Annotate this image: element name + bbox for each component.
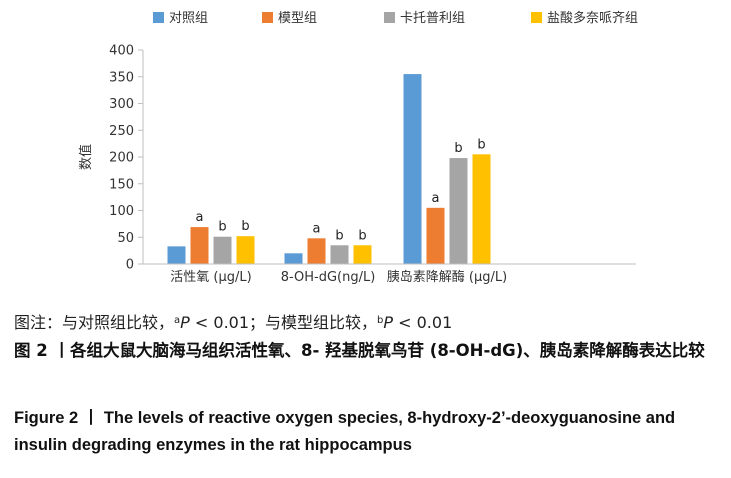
legend: 对照组 模型组 卡托普利组 盐酸多奈哌齐组 xyxy=(153,10,638,26)
bar-label: a xyxy=(432,191,440,206)
note-value-a: < 0.01；与模型组比较， xyxy=(189,313,378,332)
bar-label: b xyxy=(335,228,343,243)
x-axis-categories: 活性氧 (μg/L) 8-OH-dG(ng/L) 胰岛素降解酶 (μg/L) xyxy=(170,269,507,285)
bar xyxy=(426,207,445,264)
note-sup-a: a xyxy=(174,315,181,326)
note-p-b: P xyxy=(383,313,394,332)
y-axis-ticks: 0 50 100 150 200 250 300 350 400 xyxy=(109,44,143,273)
bar xyxy=(472,154,491,264)
bar xyxy=(167,246,186,264)
note-value-b: < 0.01 xyxy=(393,313,453,332)
y-tick-label: 300 xyxy=(109,97,134,112)
bar-label: a xyxy=(313,221,321,236)
y-tick-label: 50 xyxy=(117,231,134,246)
y-tick-label: 100 xyxy=(109,204,134,219)
x-category-label: 活性氧 (μg/L) xyxy=(170,270,251,285)
bar xyxy=(449,158,468,264)
x-category-label: 8-OH-dG(ng/L) xyxy=(281,270,376,285)
bar-label: a xyxy=(196,210,204,225)
y-tick-label: 400 xyxy=(109,44,134,59)
bar-label: b xyxy=(358,228,366,243)
bar xyxy=(403,74,422,264)
note-prefix: 图注：与对照组比较， xyxy=(14,313,175,332)
bar xyxy=(213,236,232,264)
bar xyxy=(236,236,255,264)
figure-caption-en: Figure 2 丨 The levels of reactive oxygen… xyxy=(14,409,676,454)
bar xyxy=(284,253,303,264)
bar-label: b xyxy=(454,141,462,156)
y-tick-label: 350 xyxy=(109,70,134,85)
bar xyxy=(330,245,349,264)
y-tick-label: 250 xyxy=(109,124,134,139)
legend-swatch xyxy=(262,12,273,23)
bar-label: b xyxy=(477,137,485,152)
y-tick-label: 200 xyxy=(109,151,134,166)
figure-note: 图注：与对照组比较，aP < 0.01；与模型组比较，bP < 0.01 xyxy=(14,310,719,334)
legend-label: 对照组 xyxy=(169,11,208,26)
bar-label: b xyxy=(241,219,249,234)
legend-label: 卡托普利组 xyxy=(400,11,465,26)
bar xyxy=(190,227,209,264)
bar xyxy=(307,238,326,264)
x-category-label: 胰岛素降解酶 (μg/L) xyxy=(387,269,507,285)
bar xyxy=(353,245,372,264)
y-tick-label: 150 xyxy=(109,177,134,192)
note-p-a: P xyxy=(180,313,190,332)
legend-label: 盐酸多奈哌齐组 xyxy=(547,10,638,26)
legend-label: 模型组 xyxy=(278,11,317,26)
legend-swatch xyxy=(531,12,542,23)
y-axis-label: 数值 xyxy=(78,144,94,170)
bar-chart: 对照组 模型组 卡托普利组 盐酸多奈哌齐组 数值 0 50 100 150 200 250 300… xyxy=(78,10,638,285)
legend-swatch xyxy=(384,12,395,23)
figure-caption-zh: 图 2 丨各组大鼠大脑海马组织活性氧、8- 羟基脱氧鸟苷 (8-OH-dG)、胰… xyxy=(14,341,705,360)
legend-swatch xyxy=(153,12,164,23)
y-tick-label: 0 xyxy=(126,258,134,273)
bar-label: b xyxy=(218,220,226,235)
note-sup-b: b xyxy=(377,315,384,326)
